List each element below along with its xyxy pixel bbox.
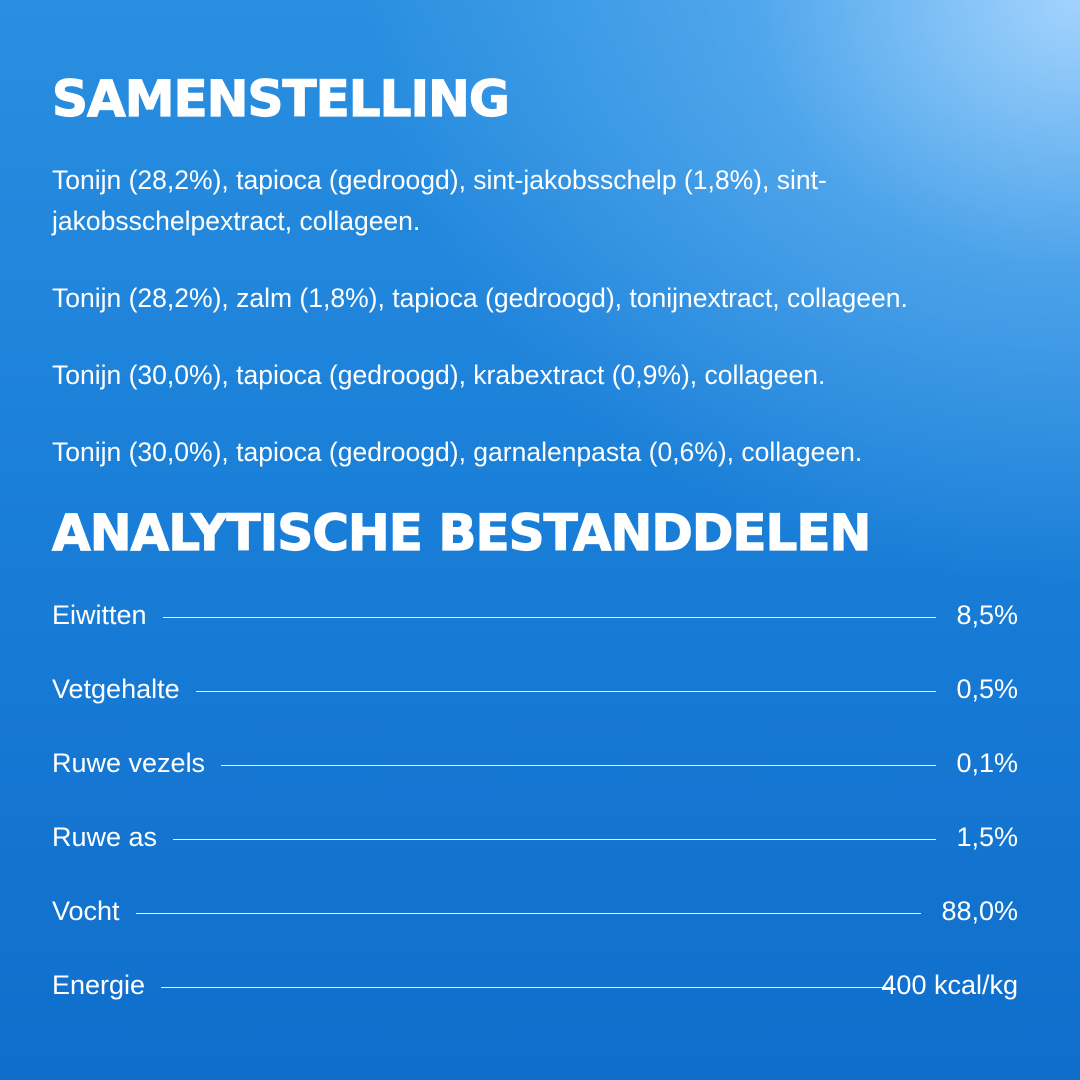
composition-line: Tonijn (30,0%), tapioca (gedroogd), garn… [52,437,863,467]
row-label: Ruwe as [52,822,158,852]
leader-line [161,987,894,988]
composition-line: Tonijn (30,0%), tapioca (gedroogd), krab… [52,360,826,390]
row-value: 1,5% [956,822,1018,852]
composition-line: Tonijn (28,2%), tapioca (gedroogd), sint… [52,165,827,236]
row-value: 0,1% [956,748,1018,778]
row-value: 400 kcal/kg [881,970,1018,1000]
analysis-row-energy: Energie 400 kcal/kg [52,970,1018,1044]
row-label: Energie [52,970,146,1000]
analysis-table: Eiwitten 8,5% Vetgehalte 0,5% Ruwe vezel… [52,600,1018,1044]
row-label: Vocht [52,896,120,926]
row-value: 88,0% [941,896,1018,926]
analysis-row-ash: Ruwe as 1,5% [52,822,1018,896]
analysis-row-moisture: Vocht 88,0% [52,896,1018,970]
composition-line: Tonijn (28,2%), zalm (1,8%), tapioca (ge… [52,283,908,313]
row-label: Eiwitten [52,600,147,630]
leader-line [135,913,922,914]
leader-line [173,839,937,840]
analysis-row-protein: Eiwitten 8,5% [52,600,1018,674]
row-label: Ruwe vezels [52,748,206,778]
composition-heading: SAMENSTELLING [51,70,510,128]
analysis-row-fat: Vetgehalte 0,5% [52,674,1018,748]
analysis-row-fibre: Ruwe vezels 0,1% [52,748,1018,822]
leader-line [195,691,937,692]
leader-line [221,765,937,766]
row-value: 8,5% [956,600,1018,630]
product-info-panel: SAMENSTELLING Tonijn (28,2%), tapioca (g… [51,0,1018,1080]
leader-line [162,617,937,618]
row-value: 0,5% [956,674,1018,704]
row-label: Vetgehalte [52,674,180,704]
composition-list: Tonijn (28,2%), tapioca (gedroogd), sint… [52,160,1018,509]
analysis-heading: ANALYTISCHE BESTANDDELEN [51,504,872,562]
